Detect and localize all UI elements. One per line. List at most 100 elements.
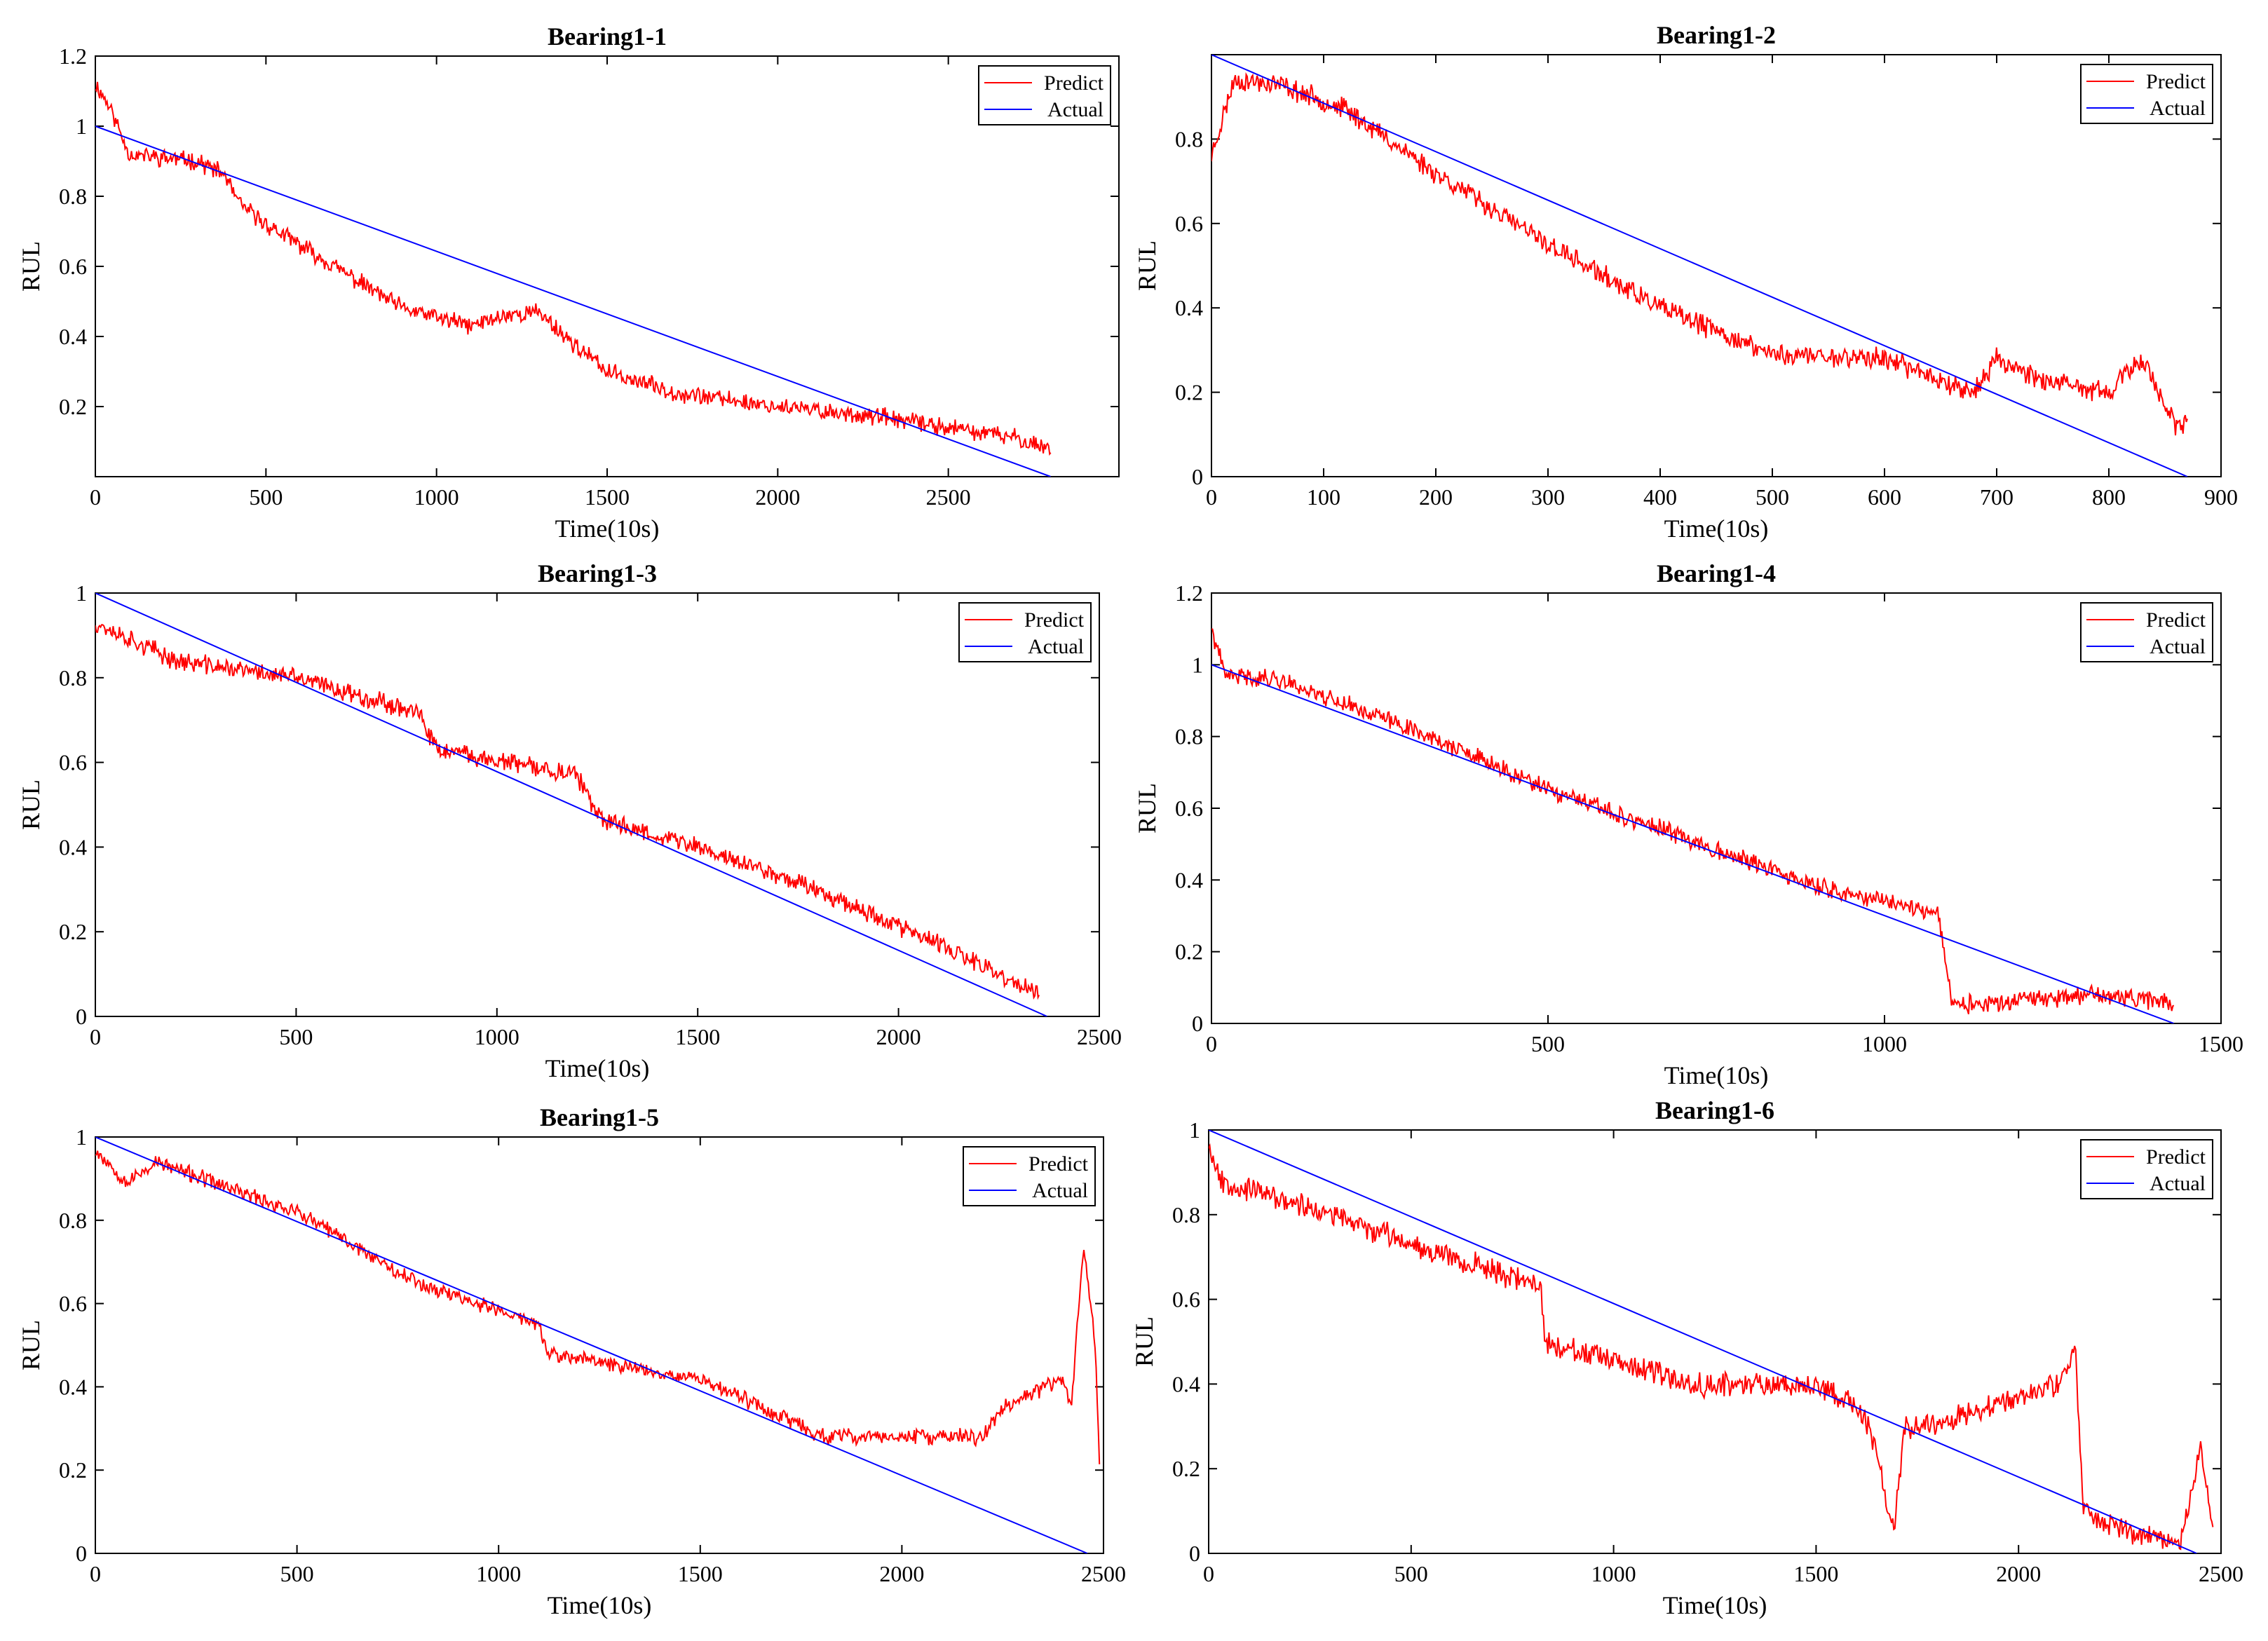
y-axis-label: RUL <box>1133 240 1161 291</box>
y-tick-label: 0.8 <box>59 184 87 209</box>
y-tick-label: 0.8 <box>1172 1202 1200 1227</box>
x-tick-label: 2500 <box>1077 1024 1122 1049</box>
x-tick-label: 1000 <box>1862 1031 1907 1056</box>
legend-label: Actual <box>2150 1172 2206 1195</box>
plot-area <box>95 55 1120 477</box>
legend-box <box>2080 1139 2213 1199</box>
x-tick-label: 2000 <box>755 484 800 510</box>
predict-series-line <box>95 81 1052 456</box>
chart-title: Bearing1-1 <box>548 22 667 50</box>
y-tick-label: 0 <box>1189 1541 1200 1566</box>
x-tick-label: 1000 <box>414 484 459 510</box>
x-tick-label: 2000 <box>879 1561 924 1586</box>
y-tick-label: 0.8 <box>1175 724 1203 749</box>
y-tick-label: 1.2 <box>1175 580 1203 606</box>
chart-title: Bearing1-6 <box>1655 1096 1774 1124</box>
predict-series-line <box>95 1150 1101 1464</box>
legend-box <box>2080 602 2213 662</box>
legend-label: Actual <box>2150 635 2206 658</box>
x-tick-label: 700 <box>1980 484 2014 510</box>
x-tick-label: 300 <box>1531 484 1565 510</box>
x-tick-label: 600 <box>1868 484 1901 510</box>
legend-label: Predict <box>1044 72 1104 95</box>
series-group <box>1209 1130 2214 1553</box>
actual-series-line <box>1209 1130 2197 1553</box>
legend-box <box>2080 64 2213 124</box>
y-tick-label: 0.6 <box>59 750 87 775</box>
actual-series-line <box>95 593 1047 1016</box>
predict-series-line <box>1211 72 2188 436</box>
plot-area <box>95 1136 1104 1554</box>
actual-series-line <box>1211 664 2175 1023</box>
x-tick-label: 0 <box>1206 484 1217 510</box>
x-tick-label: 0 <box>90 484 101 510</box>
x-axis-label: Time(10s) <box>545 1054 650 1082</box>
x-tick-label: 900 <box>2204 484 2238 510</box>
legend: Predict Actual <box>978 65 1111 125</box>
chart-title: Bearing1-3 <box>538 559 657 587</box>
chart-panel: Bearing1-5 0 500 1000 1500 2000 2500 0 0.2 0.4 0.6… <box>17 1103 1126 1619</box>
legend: Predict Actual <box>2080 1139 2213 1199</box>
x-tick-label: 500 <box>249 484 283 510</box>
y-tick-label: 0 <box>76 1541 87 1566</box>
x-tick-label: 1500 <box>1793 1561 1838 1586</box>
x-tick-label: 500 <box>1756 484 1789 510</box>
predict-series-line <box>95 624 1040 1000</box>
series-group <box>1211 55 2188 477</box>
actual-series-line <box>95 1137 1088 1553</box>
legend: Predict Actual <box>963 1146 1096 1206</box>
y-axis-label: RUL <box>17 1320 45 1370</box>
y-tick-label: 0.8 <box>59 665 87 690</box>
y-axis-label: RUL <box>17 241 45 292</box>
y-tick-label: 1 <box>76 114 87 139</box>
y-axis-label: RUL <box>1130 1316 1158 1367</box>
legend-box <box>958 602 1092 662</box>
chart-title: Bearing1-5 <box>540 1103 659 1131</box>
x-tick-label: 500 <box>280 1561 314 1586</box>
x-tick-label: 2000 <box>1996 1561 2041 1586</box>
x-tick-label: 200 <box>1419 484 1453 510</box>
x-tick-label: 400 <box>1643 484 1677 510</box>
plot-area <box>1211 592 2222 1024</box>
x-tick-label: 0 <box>1203 1561 1214 1586</box>
y-tick-label: 0.4 <box>59 324 87 349</box>
legend-label: Predict <box>1028 1152 1089 1176</box>
y-tick-label: 0.4 <box>1175 867 1203 892</box>
plot-area <box>95 592 1100 1017</box>
y-tick-label: 0 <box>1192 464 1203 489</box>
x-tick-label: 500 <box>1394 1561 1428 1586</box>
y-tick-label: 0.2 <box>1175 380 1203 405</box>
predict-series-line <box>1211 628 2175 1014</box>
y-tick-label: 1.2 <box>59 43 87 69</box>
x-tick-label: 1500 <box>678 1561 723 1586</box>
actual-series-line <box>1211 55 2188 477</box>
y-tick-label: 1 <box>1192 652 1203 677</box>
legend: Predict Actual <box>2080 64 2213 124</box>
legend-label: Predict <box>2146 70 2206 93</box>
legend-box <box>963 1146 1096 1206</box>
legend-label: Predict <box>1024 608 1085 632</box>
y-tick-label: 0.8 <box>59 1208 87 1233</box>
chart-panel: Bearing1-3 0 500 1000 1500 2000 2500 0 0.2 0.4 0.6… <box>17 559 1122 1082</box>
x-tick-label: 100 <box>1307 484 1340 510</box>
x-tick-label: 1500 <box>585 484 630 510</box>
x-axis-label: Time(10s) <box>1664 1061 1769 1089</box>
y-tick-label: 0.6 <box>1175 211 1203 236</box>
y-tick-label: 1 <box>1189 1117 1200 1143</box>
y-tick-label: 0.4 <box>59 1374 87 1399</box>
chart-panel: Bearing1-6 0 500 1000 1500 2000 2500 0 0.2 0.4 0.6… <box>1130 1096 2243 1619</box>
y-tick-label: 1 <box>76 580 87 606</box>
x-axis-label: Time(10s) <box>548 1591 652 1619</box>
legend-label: Predict <box>2146 608 2206 632</box>
series-group <box>95 1137 1101 1553</box>
x-tick-label: 500 <box>1531 1031 1565 1056</box>
y-tick-label: 0.2 <box>59 1457 87 1483</box>
legend: Predict Actual <box>958 602 1092 662</box>
y-axis-label: RUL <box>17 779 45 830</box>
chart-title: Bearing1-4 <box>1657 559 1776 587</box>
y-tick-label: 0.6 <box>59 254 87 279</box>
predict-series-line <box>1209 1143 2214 1551</box>
legend-box <box>978 65 1111 125</box>
y-axis-label: RUL <box>1133 783 1161 833</box>
x-tick-label: 0 <box>90 1561 101 1586</box>
